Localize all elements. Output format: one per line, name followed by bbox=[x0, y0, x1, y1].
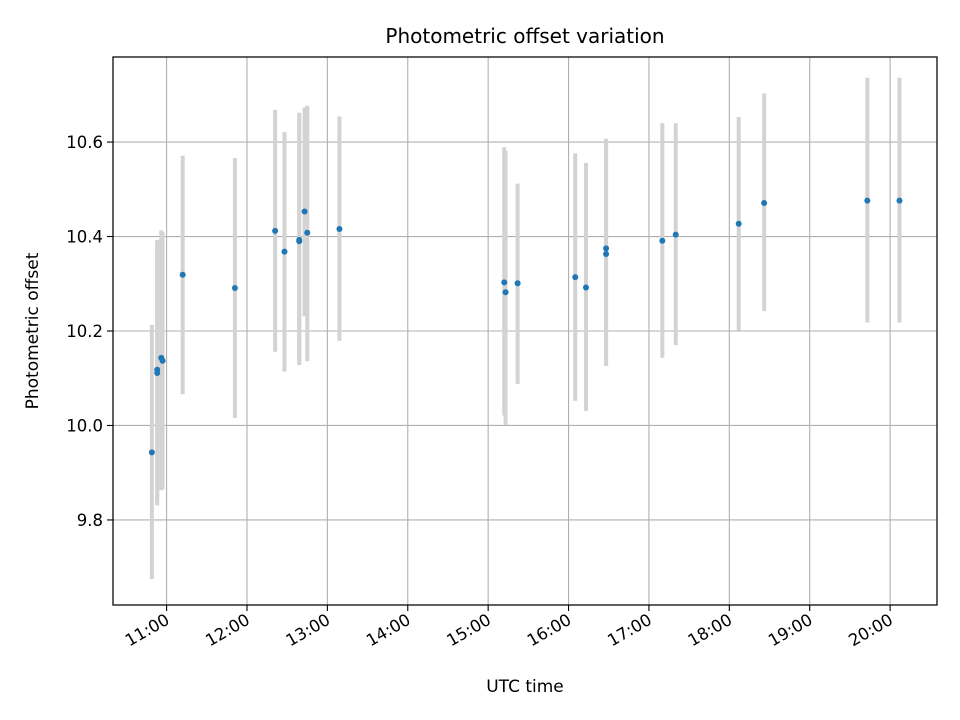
grid bbox=[113, 57, 937, 605]
y-tick-label: 10.2 bbox=[66, 322, 103, 341]
y-tick-label: 10.6 bbox=[66, 133, 103, 152]
y-tick-label: 9.8 bbox=[77, 511, 103, 530]
data-point bbox=[231, 285, 238, 292]
data-point bbox=[154, 370, 161, 377]
data-point bbox=[735, 220, 742, 227]
data-point bbox=[296, 236, 303, 243]
data-point bbox=[603, 245, 610, 252]
y-axis: 9.8 10.0 10.2 10.4 10.6 bbox=[66, 133, 113, 530]
data-point bbox=[659, 237, 666, 244]
data-point bbox=[179, 271, 186, 278]
y-axis-title: Photometric offset bbox=[23, 252, 43, 409]
data-point bbox=[864, 197, 871, 204]
data-point bbox=[502, 289, 509, 296]
data-point bbox=[148, 449, 155, 456]
y-tick-label: 10.0 bbox=[66, 416, 103, 435]
data-point bbox=[896, 197, 903, 204]
data-point bbox=[304, 229, 311, 236]
data-point bbox=[582, 284, 589, 291]
data-point bbox=[159, 357, 166, 364]
data-point bbox=[603, 250, 610, 257]
y-tick-label: 10.4 bbox=[66, 228, 103, 247]
x-axis-title: UTC time bbox=[486, 677, 564, 697]
data-points bbox=[148, 197, 903, 456]
data-point bbox=[761, 199, 768, 206]
data-point bbox=[572, 274, 579, 281]
data-point bbox=[514, 280, 521, 287]
data-point bbox=[672, 231, 679, 238]
data-point bbox=[301, 208, 308, 215]
data-point bbox=[272, 227, 279, 234]
chart-title: Photometric offset variation bbox=[385, 24, 664, 48]
data-point bbox=[336, 225, 343, 232]
data-point bbox=[281, 248, 288, 255]
data-point bbox=[501, 279, 508, 286]
